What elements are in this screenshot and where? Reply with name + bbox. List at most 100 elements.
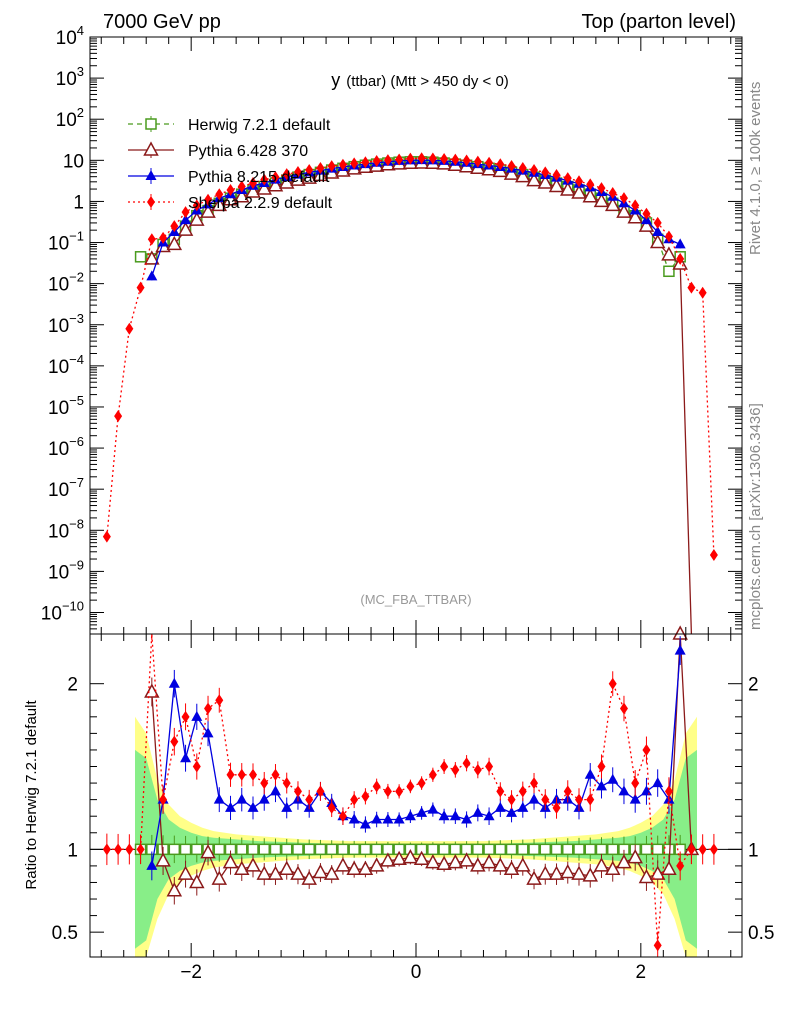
ratio-point (348, 843, 360, 856)
ratio-point (192, 760, 201, 773)
lower-panel-frame (89, 633, 743, 958)
data-point (709, 549, 718, 562)
y-tick-label: 10−10 (41, 599, 84, 625)
y-tick-label: 10 (63, 151, 84, 172)
data-point (372, 155, 381, 168)
data-point (575, 175, 583, 188)
ratio-point (391, 850, 407, 866)
ratio-point (166, 882, 183, 897)
ratio-point (269, 785, 281, 796)
ratio-point (709, 843, 718, 856)
ratio-point (661, 860, 677, 875)
ratio-point (136, 843, 145, 856)
ratio-point (200, 844, 216, 859)
data-point (631, 199, 640, 212)
ratio-point (573, 843, 585, 856)
ratio-point (282, 777, 291, 790)
ratio-point (213, 793, 225, 804)
legend-marker (145, 170, 157, 180)
ratio-y-tick-label: 2 (67, 675, 78, 696)
ratio-point (314, 843, 327, 856)
data-point (485, 156, 494, 169)
legend-marker (147, 196, 155, 208)
ratio-point (359, 818, 371, 829)
ratio-point (177, 865, 194, 880)
data-point (604, 196, 621, 212)
ratio-point (449, 843, 462, 856)
ratio-point (425, 854, 441, 869)
data-point (451, 153, 460, 166)
ratio-point (618, 785, 630, 796)
ratio-point (505, 843, 518, 856)
ratio-point (663, 843, 675, 856)
ratio-yellow-band (135, 716, 697, 957)
data-point (627, 209, 643, 224)
ratio-point (541, 793, 550, 806)
ratio-point (664, 785, 673, 798)
mcplots-label: mcplots.cern.ch [arXiv:1306.3436] (747, 403, 764, 630)
ratio-point (539, 843, 552, 856)
data-point (496, 158, 505, 171)
ratio-point (458, 852, 475, 867)
data-point (383, 154, 392, 167)
ratio-point (638, 868, 655, 884)
legend-marker (145, 118, 157, 130)
data-point (473, 155, 482, 168)
ratio-point (180, 752, 192, 763)
ratio-point (155, 852, 171, 867)
ratio-point (462, 757, 471, 770)
ratio-point (359, 843, 372, 856)
ratio-point (494, 843, 507, 856)
ratio-point (640, 785, 652, 796)
ratio-point (604, 860, 621, 875)
ratio-uncertainty-bands (135, 716, 697, 957)
data-point (406, 152, 415, 165)
ratio-point (361, 790, 370, 803)
title-variable: y (331, 70, 340, 90)
ratio-point (222, 854, 239, 869)
y-tick-label: 10−7 (48, 475, 84, 501)
ratio-point (550, 843, 563, 856)
ratio-point (247, 801, 259, 812)
y-tick-label: 103 (56, 64, 84, 90)
ratio-point (402, 849, 419, 864)
data-point (653, 216, 662, 229)
ratio-point (687, 843, 696, 856)
legend-entry-sherpa-2-2-9-default: Sherpa 2.2.9 default (128, 194, 333, 212)
ratio-y-tick-label: 1 (67, 840, 78, 861)
ratio-point (168, 677, 180, 688)
ratio-point (269, 843, 282, 856)
ratio-point (651, 843, 664, 856)
ratio-point (619, 702, 628, 715)
data-point (125, 322, 134, 335)
ratio-point (382, 813, 394, 824)
ratio-point (461, 813, 473, 824)
ratio-point (653, 939, 662, 952)
ratio-point (357, 860, 374, 875)
data-point (144, 250, 160, 265)
data-point (237, 180, 246, 193)
ratio-point (586, 793, 595, 806)
data-point (698, 286, 707, 299)
data-point (537, 174, 554, 189)
legend-entry-herwig-7-2-1-default: Herwig 7.2.1 default (128, 116, 331, 134)
ratio-point (211, 870, 228, 885)
ratio-point (537, 865, 554, 880)
ratio-point (652, 777, 664, 788)
ratio-point (267, 865, 284, 880)
ratio-point (608, 677, 617, 690)
ratio-point (245, 857, 261, 872)
y-tick-label: 10−4 (48, 352, 84, 378)
ratio-point (548, 865, 565, 880)
ratio-point (249, 768, 257, 781)
ratio-point (189, 873, 205, 889)
data-point (417, 152, 426, 165)
data-point (249, 177, 257, 190)
data-point (661, 246, 677, 261)
data-point (338, 158, 347, 171)
data-point (134, 251, 147, 263)
ratio-point (472, 843, 484, 856)
ratio-point (674, 644, 686, 655)
ratio-point (494, 801, 506, 812)
